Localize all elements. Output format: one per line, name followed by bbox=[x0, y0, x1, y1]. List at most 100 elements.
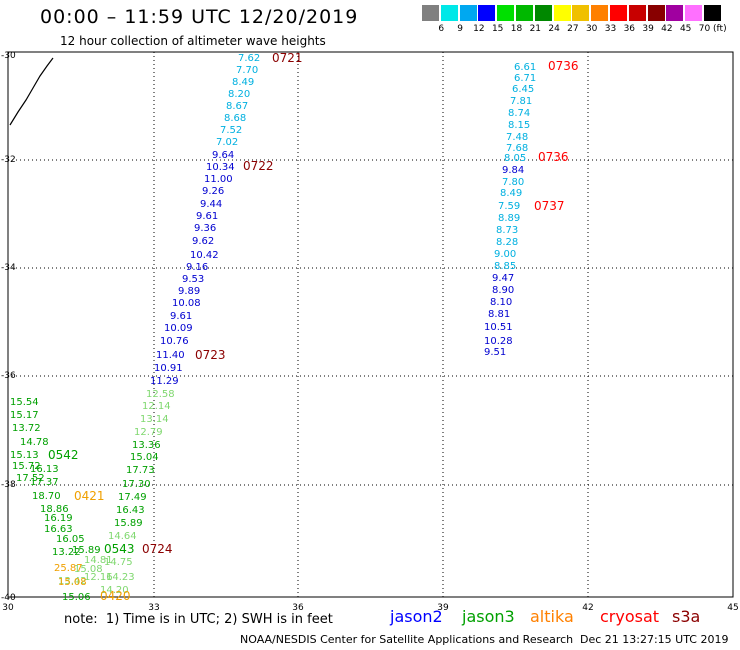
chart-title: 00:00 – 11:59 UTC 12/20/2019 bbox=[40, 6, 359, 28]
swh-value: 15.17 bbox=[10, 410, 39, 421]
swh-value: 6.61 bbox=[514, 62, 536, 73]
pass-time-label: 0721 bbox=[272, 51, 303, 65]
scale-swatch bbox=[610, 5, 627, 21]
generation-timestamp: Dec 21 13:27:15 UTC 2019 bbox=[580, 633, 729, 646]
scale-swatch bbox=[628, 5, 646, 21]
swh-value: 9.26 bbox=[202, 186, 224, 197]
swh-value: 7.81 bbox=[510, 96, 532, 107]
scale-label: 12 bbox=[473, 24, 485, 34]
swh-value: 13.72 bbox=[12, 423, 41, 434]
scale-swatch bbox=[572, 5, 590, 21]
swh-value: 7.62 bbox=[238, 53, 260, 64]
swh-value: 13.42 bbox=[58, 576, 87, 587]
legend-jason3: jason3 bbox=[462, 607, 515, 626]
swh-value: 14.81 bbox=[84, 555, 113, 566]
swh-value: 8.89 bbox=[498, 213, 520, 224]
swh-value: 16.63 bbox=[44, 524, 73, 535]
swh-value: 8.74 bbox=[508, 108, 530, 119]
footer-note: note: 1) Time is in UTC; 2) SWH is in fe… bbox=[64, 612, 333, 627]
pass-time-label: 0542 bbox=[48, 448, 79, 462]
swh-value: 9.64 bbox=[212, 150, 234, 161]
legend-cryosat: cryosat bbox=[600, 607, 660, 626]
swh-value: 8.68 bbox=[224, 113, 246, 124]
legend-s3a: s3a bbox=[672, 607, 701, 626]
y-tick-label: -38 bbox=[1, 480, 16, 490]
scale-label: 30 bbox=[585, 24, 598, 34]
swh-value: 8.81 bbox=[488, 309, 510, 320]
scale-swatch bbox=[516, 5, 533, 21]
y-tick-label: -30 bbox=[1, 51, 16, 61]
swh-value: 9.51 bbox=[484, 347, 506, 358]
scale-swatch bbox=[591, 5, 609, 21]
scale-label: 24 bbox=[548, 24, 560, 34]
scale-swatch bbox=[704, 5, 721, 21]
scale-swatch bbox=[553, 5, 571, 21]
pass-time-label: 0737 bbox=[534, 199, 565, 213]
swh-value: 15.04 bbox=[130, 452, 159, 463]
pass-time-label: 0420 bbox=[100, 589, 131, 603]
swh-value: 15.13 bbox=[10, 450, 39, 461]
scale-swatch bbox=[440, 5, 458, 21]
swh-value: 7.68 bbox=[506, 143, 528, 154]
map-frame bbox=[7, 51, 734, 598]
swh-value: 6.45 bbox=[512, 84, 534, 95]
chart-subtitle: 12 hour collection of altimeter wave hei… bbox=[60, 34, 326, 48]
scale-label: 9 bbox=[457, 24, 463, 34]
swh-value: 15.72 bbox=[12, 461, 41, 472]
scale-swatch bbox=[647, 5, 665, 21]
swh-value: 15.89 bbox=[72, 545, 101, 556]
x-tick-label: 42 bbox=[582, 603, 593, 613]
swh-value: 8.67 bbox=[226, 101, 248, 112]
swh-value: 10.09 bbox=[164, 323, 193, 334]
swh-value: 8.73 bbox=[496, 225, 518, 236]
x-tick-label: 39 bbox=[437, 603, 449, 613]
swh-value: 9.84 bbox=[502, 165, 524, 176]
swh-value: 14.64 bbox=[108, 531, 137, 542]
x-tick-label: 33 bbox=[148, 603, 159, 613]
swh-value: 16.13 bbox=[30, 464, 59, 475]
scale-label: 27 bbox=[567, 24, 579, 34]
swh-value: 17.52 bbox=[16, 473, 45, 484]
swh-value: 9.16 bbox=[186, 262, 208, 273]
legend-jason2: jason2 bbox=[390, 607, 443, 626]
swh-value: 10.91 bbox=[154, 363, 183, 374]
swh-value: 8.28 bbox=[496, 237, 518, 248]
swh-value: 10.08 bbox=[172, 298, 201, 309]
swh-value: 8.15 bbox=[508, 120, 530, 131]
scale-swatch bbox=[666, 5, 684, 21]
y-tick-label: -32 bbox=[1, 155, 16, 165]
swh-value: 13.14 bbox=[140, 414, 169, 425]
pass-time-label: 0722 bbox=[243, 159, 274, 173]
scale-label: 18 bbox=[510, 24, 523, 34]
scale-unit: (ft) bbox=[713, 24, 727, 34]
swh-value: 13.22 bbox=[52, 547, 81, 558]
swh-value: 10.42 bbox=[190, 250, 219, 261]
swh-value: 15.54 bbox=[10, 397, 39, 408]
swh-value: 8.05 bbox=[504, 153, 526, 164]
scale-label: 36 bbox=[623, 24, 636, 34]
pass-time-label: 0724 bbox=[142, 542, 173, 556]
swh-value: 9.53 bbox=[182, 274, 204, 285]
swh-value: 8.90 bbox=[492, 285, 514, 296]
swh-value: 15.06 bbox=[62, 592, 91, 603]
legend-altika: altika bbox=[530, 607, 574, 626]
y-tick-label: -34 bbox=[1, 263, 16, 273]
swh-value: 13.36 bbox=[132, 440, 161, 451]
scale-label: 33 bbox=[604, 24, 617, 34]
swh-value: 10.51 bbox=[484, 322, 513, 333]
coastline bbox=[9, 57, 54, 126]
swh-value: 11.00 bbox=[204, 174, 233, 185]
x-tick-label: 45 bbox=[727, 603, 738, 613]
scale-label: 21 bbox=[529, 24, 542, 34]
scale-swatch bbox=[497, 5, 515, 21]
pass-time-label: 0543 bbox=[104, 542, 135, 556]
scale-label: 39 bbox=[642, 24, 654, 34]
swh-value: 7.02 bbox=[216, 137, 238, 148]
swh-value: 8.85 bbox=[494, 261, 516, 272]
swh-value: 12.14 bbox=[142, 401, 171, 412]
scale-label: 42 bbox=[661, 24, 673, 34]
swh-value: 9.47 bbox=[492, 273, 514, 284]
swh-value: 14.23 bbox=[106, 572, 135, 583]
swh-value: 15.08 bbox=[74, 564, 103, 575]
